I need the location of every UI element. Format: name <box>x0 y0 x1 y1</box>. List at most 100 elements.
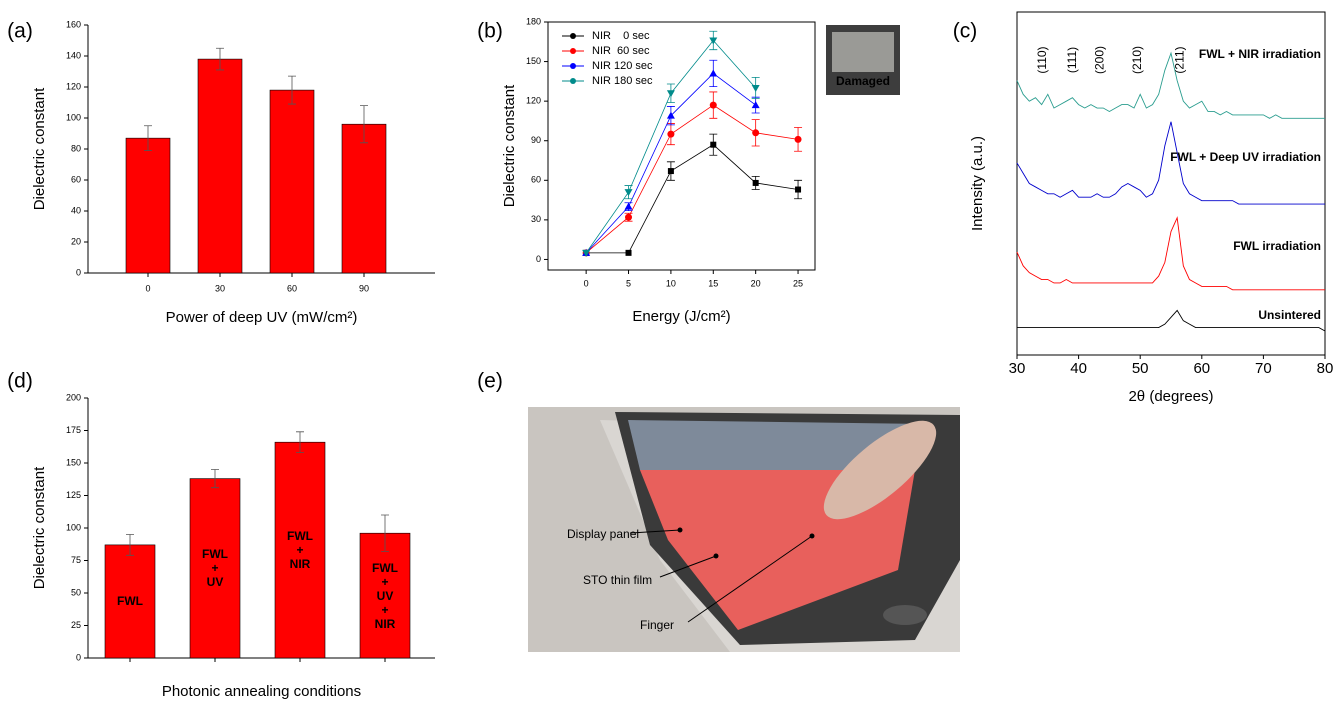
category-label-box: FWL + NIR <box>287 529 313 571</box>
marker <box>582 249 591 257</box>
marker <box>666 90 675 98</box>
x-tick-label: 25 <box>793 278 803 288</box>
legend-label: NIR 180 sec <box>592 75 653 87</box>
category-label-box: FWL + UV <box>202 547 228 590</box>
x-axis-label: 2θ (degrees) <box>1128 388 1213 405</box>
marker <box>667 130 675 138</box>
y-tick-label: 120 <box>66 81 81 91</box>
leader-line <box>629 529 681 534</box>
y-tick-label: 30 <box>531 214 541 224</box>
series-line <box>1016 51 1325 119</box>
leader-line <box>659 555 717 578</box>
y-tick-label: 160 <box>66 19 81 29</box>
error-bar <box>288 75 296 105</box>
chart-panel: (b) Dielectric constant Energy (J/cm²) 0 30 6… <box>477 16 900 325</box>
chart-panel: (c) Intensity (a.u.) 2θ (degrees) 30 40 50 60 7… <box>953 11 1334 405</box>
y-axis-label: Intensity (a.u.) <box>969 136 986 231</box>
chart-panel: (a) Dielectric constant Power of deep UV (… <box>7 19 435 326</box>
category-label: FWL + UV <box>202 547 228 590</box>
axis-frame <box>1016 11 1326 356</box>
y-tick-label: 50 <box>71 587 81 597</box>
category-label-box: FWL <box>117 594 143 609</box>
panel-label: (c) <box>953 20 978 43</box>
x-tick-label: 70 <box>1255 360 1272 377</box>
panel-label: (b) <box>477 20 503 43</box>
leader-line <box>687 535 813 623</box>
x-tick-label: 0 <box>145 283 150 293</box>
x-tick-label: 30 <box>1009 360 1026 377</box>
photo-label: Display panel <box>567 527 639 541</box>
y-tick-label: 20 <box>71 236 81 246</box>
y-tick-label: 180 <box>526 16 541 26</box>
marker <box>752 129 760 137</box>
legend-label: NIR 60 sec <box>592 45 650 57</box>
y-tick-label: 0 <box>536 254 541 264</box>
y-tick-label: 150 <box>526 56 541 66</box>
x-tick-label: 0 <box>584 278 589 288</box>
peak-label: (210) <box>1130 46 1144 74</box>
x-tick-label: 40 <box>1070 360 1087 377</box>
bar <box>341 123 387 274</box>
bar <box>104 544 156 659</box>
marker <box>709 37 718 45</box>
legend-marker <box>570 48 576 54</box>
category-label: FWL <box>117 594 143 609</box>
marker <box>751 101 760 109</box>
leader-dot <box>809 533 815 539</box>
panel-label: (d) <box>7 370 33 393</box>
series-line <box>1016 216 1325 291</box>
x-tick-label: 50 <box>1132 360 1149 377</box>
home-button <box>883 605 927 625</box>
marker <box>625 213 633 221</box>
finger <box>823 420 937 520</box>
y-tick-label: 40 <box>71 205 81 215</box>
error-bar <box>360 105 368 144</box>
y-tick-label: 120 <box>526 96 541 106</box>
panel-label: (a) <box>7 20 33 43</box>
x-tick-label: 80 <box>1317 360 1334 377</box>
y-tick-label: 175 <box>66 425 81 435</box>
y-tick-label: 0 <box>76 267 81 277</box>
marker <box>710 141 717 148</box>
x-tick-label: 10 <box>666 278 676 288</box>
leader-dot <box>677 527 683 533</box>
marker <box>709 101 717 109</box>
legend-label: NIR 120 sec <box>592 60 653 72</box>
bar <box>269 89 315 274</box>
bar <box>359 532 411 659</box>
error-bar <box>381 514 389 552</box>
x-tick-label: 60 <box>1193 360 1210 377</box>
photo-label: STO thin film <box>583 573 652 587</box>
error-bar <box>126 534 134 556</box>
marker <box>752 179 759 186</box>
x-tick-label: 5 <box>626 278 631 288</box>
y-tick-label: 100 <box>66 522 81 532</box>
peak-label: (110) <box>1035 46 1049 73</box>
y-tick-label: 90 <box>531 135 541 145</box>
series-line <box>585 39 756 254</box>
series-line <box>1017 309 1326 332</box>
inset-label: Damaged <box>836 74 890 88</box>
series-line <box>586 144 799 254</box>
leader-dot <box>713 553 719 559</box>
inset-film <box>832 32 894 72</box>
bar <box>197 58 243 274</box>
x-tick-label: 15 <box>708 278 718 288</box>
chart-panel: (d) Dielectric constant Photonic annealing… <box>7 370 435 700</box>
series-label: FWL irradiation <box>1233 239 1321 253</box>
x-tick-label: 30 <box>215 283 225 293</box>
marker <box>795 186 802 193</box>
marker <box>667 168 674 175</box>
y-axis-label: Dielectric constant <box>31 466 48 589</box>
legend-marker <box>570 78 576 84</box>
y-tick-label: 60 <box>531 175 541 185</box>
marker <box>666 111 675 119</box>
y-tick-label: 60 <box>71 174 81 184</box>
marker <box>751 84 760 92</box>
y-tick-label: 125 <box>66 490 81 500</box>
peak-label: (200) <box>1092 46 1106 74</box>
y-tick-label: 200 <box>66 392 81 402</box>
photo-label: Finger <box>640 618 674 632</box>
y-axis-label: Dielectric constant <box>31 87 48 210</box>
